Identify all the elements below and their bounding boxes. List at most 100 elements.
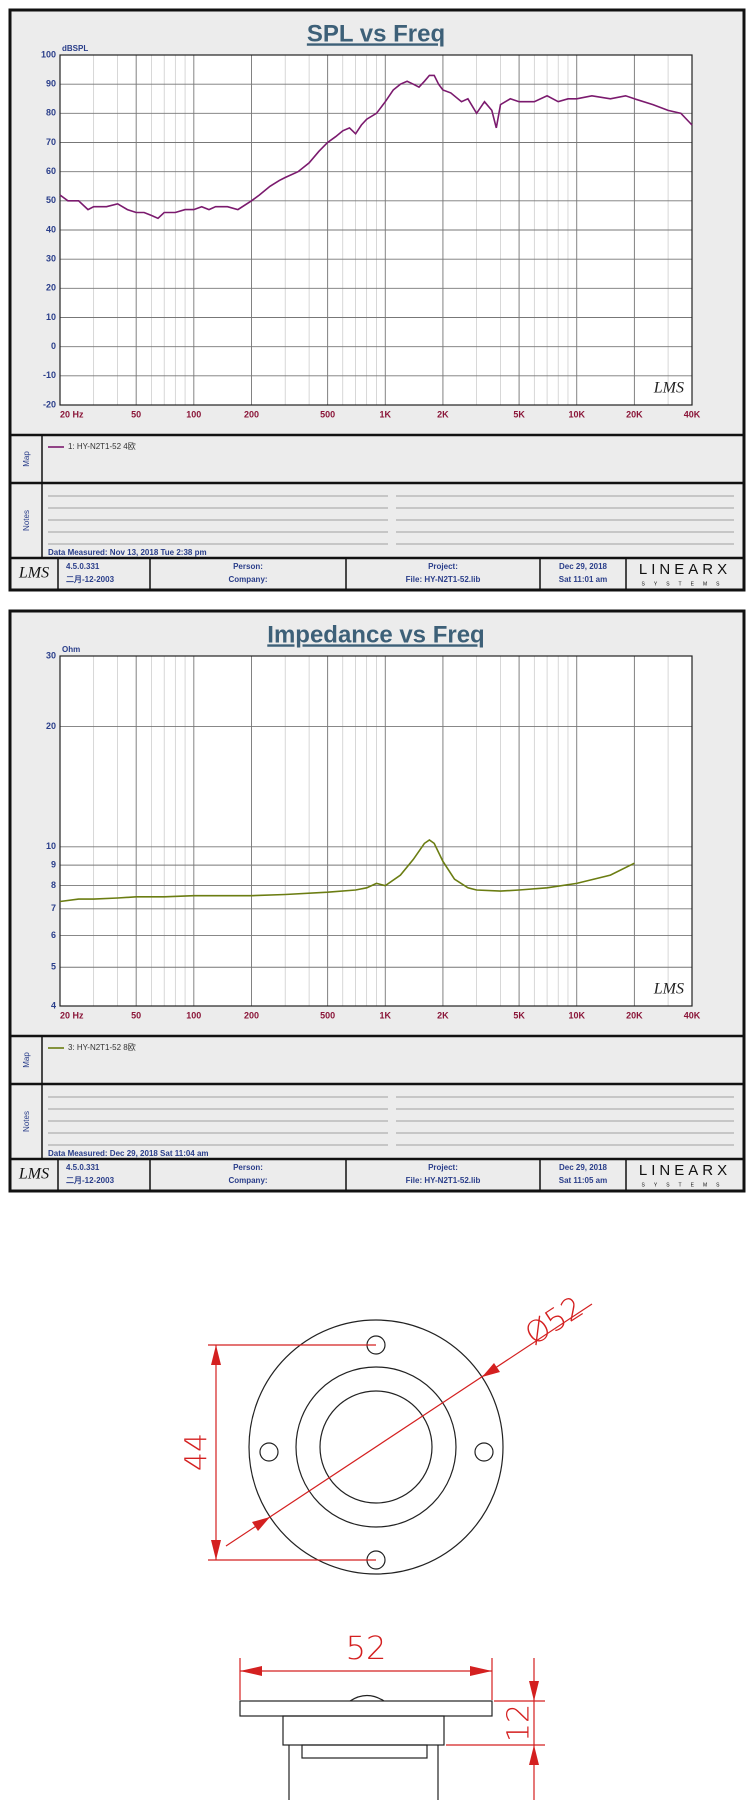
arrow <box>529 1745 539 1765</box>
x-tick-label: 100 <box>186 409 201 419</box>
y-tick-label: 6 <box>51 930 56 940</box>
dimension-drawing: 44 Ø52 52 12 <box>180 1290 593 1800</box>
footer-project: Project: <box>428 562 458 571</box>
y-tick-label: 30 <box>46 254 56 264</box>
dimension-label: Ø52 <box>519 1290 590 1353</box>
x-tick-label: 50 <box>131 1010 141 1020</box>
y-tick-label: 20 <box>46 721 56 731</box>
arrow <box>211 1540 221 1560</box>
data-line <box>59 839 635 903</box>
body <box>282 1715 445 1746</box>
footer-person: Person: <box>233 562 263 571</box>
footer-time: Sat 11:01 am <box>559 575 607 584</box>
y-tick-label: 20 <box>46 283 56 293</box>
footer-brand-sub: SYSTEMS <box>642 1182 729 1188</box>
x-tick-label: 200 <box>244 409 259 419</box>
outline <box>319 1390 433 1504</box>
y-tick-label: 80 <box>46 108 56 118</box>
footer-project: Project: <box>428 1163 458 1172</box>
arrow <box>482 1363 500 1377</box>
dimension-label: 12 <box>502 1704 537 1742</box>
y-tick-label: -20 <box>43 399 56 409</box>
hole <box>474 1442 494 1462</box>
legend-label: 3: HY-N2T1-52 8欧 <box>68 1042 136 1052</box>
map-label: Map <box>22 1052 31 1068</box>
x-tick-label: 20K <box>626 1010 643 1020</box>
notes-label: Notes <box>22 510 31 531</box>
map-label: Map <box>22 451 31 467</box>
x-tick-label: 50 <box>131 409 141 419</box>
y-tick-label: 30 <box>46 650 56 660</box>
y-tick-label: 7 <box>51 903 56 913</box>
plot-border <box>59 54 693 406</box>
x-tick-label: 100 <box>186 1010 201 1020</box>
footer-company: Company: <box>228 575 267 584</box>
footer-time: Sat 11:05 am <box>559 1176 607 1185</box>
y-tick-label: 5 <box>51 962 56 972</box>
arrow <box>529 1681 539 1701</box>
footer-brand: LINEARX <box>639 561 731 578</box>
footer-logo: LMS <box>18 1166 49 1183</box>
y-tick-label: 40 <box>46 224 56 234</box>
y-tick-label: 10 <box>46 841 56 851</box>
arrow <box>240 1666 262 1676</box>
footer-company: Company: <box>228 1176 267 1185</box>
footer-version: 4.5.0.331 <box>66 1163 100 1172</box>
arrow <box>470 1666 492 1676</box>
plot-border <box>59 655 693 1007</box>
x-tick-label: 20K <box>626 409 643 419</box>
footer-logo: LMS <box>18 565 49 582</box>
footer-brand-sub: SYSTEMS <box>642 581 729 587</box>
x-tick-label: 2K <box>437 1010 449 1020</box>
x-tick-label: 20 Hz <box>60 1010 84 1020</box>
y-axis-label: Ohm <box>62 645 80 654</box>
footer-person: Person: <box>233 1163 263 1172</box>
x-tick-label: 10K <box>568 409 585 419</box>
chart-title: Impedance vs Freq <box>267 621 484 648</box>
footer-file: File: HY-N2T1-52.lib <box>406 575 481 584</box>
y-tick-label: 0 <box>51 341 56 351</box>
footer-date: Dec 29, 2018 <box>559 562 608 571</box>
y-axis-label: dBSPL <box>62 44 88 53</box>
y-tick-label: 8 <box>51 880 56 890</box>
watermark: LMS <box>653 380 684 397</box>
data-line <box>59 74 693 220</box>
arrow <box>252 1517 270 1531</box>
hole <box>259 1442 279 1462</box>
outline <box>248 1319 504 1575</box>
footer-date-code: 二月-12-2003 <box>66 1176 115 1185</box>
measured-date: Data Measured: Dec 29, 2018 Sat 11:04 am <box>48 1149 209 1158</box>
y-tick-label: 4 <box>51 1000 56 1010</box>
chart-title: SPL vs Freq <box>307 20 445 47</box>
y-tick-label: 70 <box>46 137 56 147</box>
y-tick-label: 100 <box>41 49 56 59</box>
outline <box>295 1366 457 1528</box>
plot-area <box>60 656 692 1006</box>
footer-version: 4.5.0.331 <box>66 562 100 571</box>
flange <box>239 1700 493 1717</box>
measured-date: Data Measured: Nov 13, 2018 Tue 2:38 pm <box>48 548 207 557</box>
dome <box>349 1694 385 1702</box>
x-tick-label: 5K <box>513 1010 525 1020</box>
x-tick-label: 40K <box>684 409 701 419</box>
y-tick-label: 10 <box>46 312 56 322</box>
footer-brand: LINEARX <box>639 1162 731 1179</box>
y-tick-label: 90 <box>46 79 56 89</box>
y-tick-label: 9 <box>51 860 56 870</box>
footer-file: File: HY-N2T1-52.lib <box>406 1176 481 1185</box>
footer-date: Dec 29, 2018 <box>559 1163 608 1172</box>
legend-label: 1: HY-N2T1-52 4欧 <box>68 441 136 451</box>
x-tick-label: 1K <box>380 409 392 419</box>
x-tick-label: 2K <box>437 409 449 419</box>
y-tick-label: 60 <box>46 166 56 176</box>
notes-label: Notes <box>22 1111 31 1132</box>
x-tick-label: 20 Hz <box>60 409 84 419</box>
arrow <box>211 1345 221 1365</box>
x-tick-label: 500 <box>320 1010 335 1020</box>
y-tick-label: -10 <box>43 370 56 380</box>
footer-date-code: 二月-12-2003 <box>66 575 115 584</box>
y-tick-label: 50 <box>46 195 56 205</box>
dimension-label: 52 <box>346 1629 387 1667</box>
